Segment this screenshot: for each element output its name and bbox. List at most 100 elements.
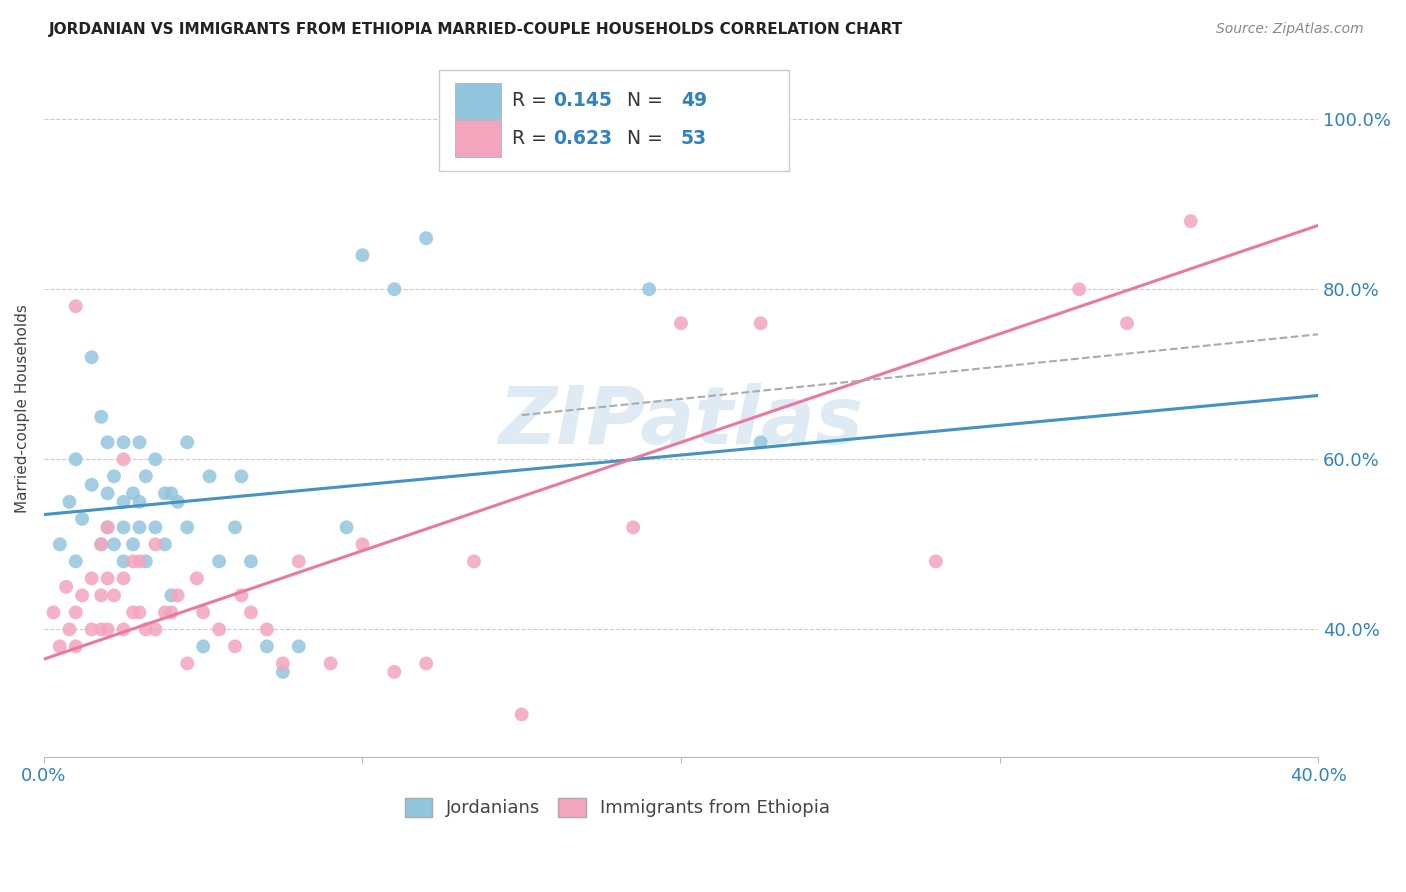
Point (128, 554, 150, 568)
Point (97, 486, 120, 500)
Text: 49: 49 (681, 91, 707, 111)
Point (208, 554, 231, 568)
Point (287, 554, 309, 568)
Point (135, 623, 157, 637)
Text: Source: ZipAtlas.com: Source: ZipAtlas.com (1216, 22, 1364, 37)
Point (90, 537, 112, 551)
Point (80, 623, 103, 637)
Point (231, 469, 253, 483)
Point (638, 282, 661, 296)
Point (256, 623, 278, 637)
Point (103, 537, 125, 551)
Point (160, 606, 183, 620)
Point (122, 554, 145, 568)
Point (463, 554, 485, 568)
Point (128, 520, 150, 534)
Point (208, 623, 231, 637)
Point (176, 657, 198, 671)
FancyBboxPatch shape (456, 83, 502, 119)
Point (153, 537, 176, 551)
Point (65, 606, 87, 620)
Point (97, 623, 120, 637)
Point (193, 640, 215, 654)
Point (415, 657, 437, 671)
Point (58, 623, 80, 637)
Point (49, 640, 72, 654)
Point (112, 623, 135, 637)
Point (287, 640, 309, 654)
Point (186, 571, 208, 585)
Point (49, 537, 72, 551)
Point (112, 554, 135, 568)
Point (90, 623, 112, 637)
Point (128, 495, 150, 509)
Point (239, 554, 262, 568)
Point (70, 588, 93, 602)
Text: R =: R = (512, 91, 553, 111)
Point (925, 554, 948, 568)
Point (65, 554, 87, 568)
Point (80, 478, 103, 492)
Point (112, 495, 135, 509)
Point (122, 606, 145, 620)
Point (382, 282, 405, 296)
Point (112, 571, 135, 585)
Point (224, 640, 246, 654)
Point (415, 231, 437, 245)
Text: 0.145: 0.145 (554, 91, 613, 111)
Point (749, 316, 772, 330)
Point (271, 657, 294, 671)
Point (112, 435, 135, 450)
Point (193, 606, 215, 620)
Point (160, 486, 183, 500)
Point (97, 435, 120, 450)
Point (80, 351, 103, 365)
Point (70, 512, 93, 526)
Text: 0.623: 0.623 (554, 129, 613, 148)
Point (97, 571, 120, 585)
Point (112, 520, 135, 534)
Point (122, 537, 145, 551)
Text: 53: 53 (681, 129, 707, 148)
Point (153, 606, 176, 620)
Point (97, 520, 120, 534)
Point (90, 588, 112, 602)
Point (65, 452, 87, 467)
Point (90, 409, 112, 424)
FancyBboxPatch shape (456, 120, 502, 156)
Point (160, 588, 183, 602)
Point (335, 520, 357, 534)
Point (55, 580, 77, 594)
Point (65, 299, 87, 313)
Point (128, 606, 150, 620)
Point (166, 588, 188, 602)
FancyBboxPatch shape (439, 70, 789, 171)
Point (1180, 214, 1202, 228)
Point (749, 435, 772, 450)
Point (58, 495, 80, 509)
Point (224, 520, 246, 534)
Point (65, 640, 87, 654)
Point (145, 537, 167, 551)
Point (319, 657, 342, 671)
Point (669, 316, 692, 330)
Point (122, 486, 145, 500)
Point (1069, 282, 1091, 296)
Text: R =: R = (512, 129, 553, 148)
Text: N =: N = (614, 129, 669, 148)
Point (103, 469, 125, 483)
Point (80, 571, 103, 585)
Point (97, 520, 120, 534)
Point (1116, 316, 1139, 330)
Point (352, 248, 374, 262)
Point (103, 588, 125, 602)
Point (352, 537, 374, 551)
Point (176, 520, 198, 534)
Point (176, 435, 198, 450)
Point (382, 665, 405, 679)
Text: N =: N = (614, 91, 669, 111)
Point (145, 520, 167, 534)
Text: JORDANIAN VS IMMIGRANTS FROM ETHIOPIA MARRIED-COUPLE HOUSEHOLDS CORRELATION CHAR: JORDANIAN VS IMMIGRANTS FROM ETHIOPIA MA… (49, 22, 904, 37)
Point (153, 486, 176, 500)
Point (135, 554, 157, 568)
